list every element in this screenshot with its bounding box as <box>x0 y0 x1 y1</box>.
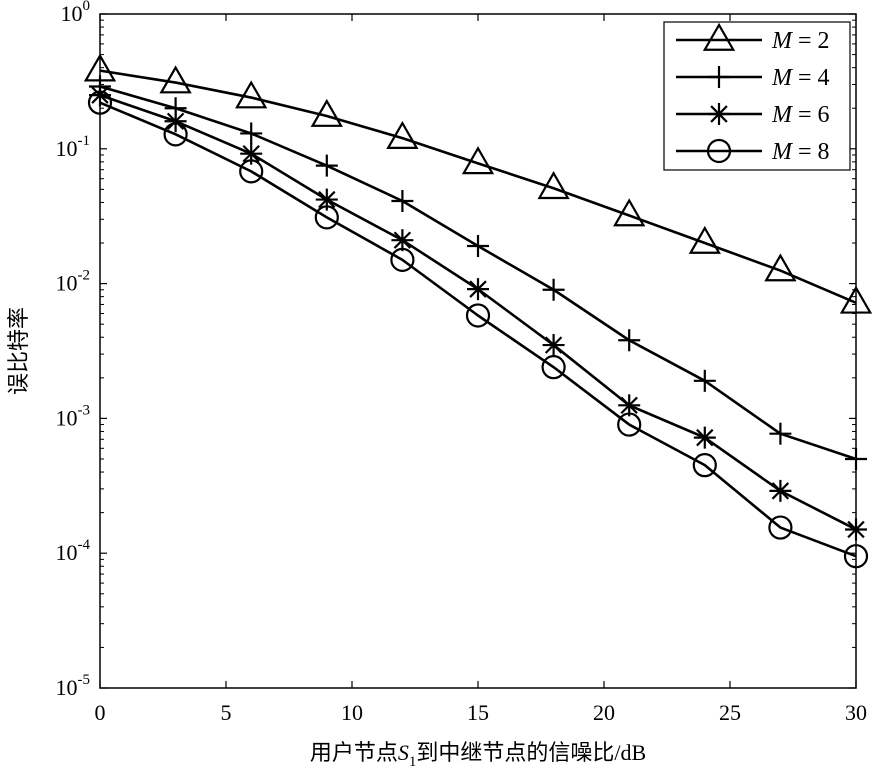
x-axis-label: 用户节点S1到中继节点的信噪比/dB <box>310 740 646 770</box>
y-tick-base: 10 <box>56 675 78 700</box>
series-asterisk <box>89 84 867 541</box>
data-point <box>688 225 721 254</box>
data-point <box>693 369 716 392</box>
data-point <box>465 303 491 328</box>
data-point <box>314 205 339 230</box>
data-point <box>769 479 792 502</box>
data-point <box>235 80 268 109</box>
y-tick-base: 10 <box>56 136 78 161</box>
y-tick-exp: -1 <box>78 133 91 149</box>
y-tick-label: 100 <box>61 0 91 26</box>
x-tick-label: 5 <box>221 700 232 725</box>
data-point <box>315 154 338 177</box>
data-point <box>87 90 113 115</box>
legend-item: M = 6 <box>676 102 830 128</box>
data-point <box>839 285 873 314</box>
y-tick-label: 10-4 <box>56 537 91 565</box>
series-circle <box>87 90 869 569</box>
series-line <box>99 69 857 305</box>
legend-label: M = 2 <box>771 28 830 54</box>
y-tick-exp: -2 <box>78 268 91 284</box>
data-point <box>239 159 264 184</box>
data-point <box>240 122 263 145</box>
x-tick-label: 30 <box>845 700 867 725</box>
data-point <box>845 518 867 541</box>
y-tick-exp: -3 <box>78 402 91 418</box>
data-point <box>692 453 717 478</box>
series-layer <box>83 53 873 569</box>
x-tick-label: 10 <box>341 700 363 725</box>
y-tick-label: 10-5 <box>56 672 91 700</box>
data-point <box>768 515 793 540</box>
series-triangle <box>83 53 873 314</box>
x-tick-label: 25 <box>719 700 741 725</box>
data-point <box>613 198 646 227</box>
legend: M = 2 M = 4 M = 6 M = 8 <box>663 21 851 171</box>
data-point <box>769 422 792 445</box>
y-tick-base: 10 <box>56 405 78 430</box>
y-tick-base: 10 <box>56 540 78 565</box>
legend-label: M = 6 <box>771 102 830 128</box>
legend-marker <box>708 66 730 88</box>
y-tick-exp: 0 <box>83 0 91 14</box>
legend-item: M = 4 <box>676 65 830 91</box>
series-line <box>99 101 857 558</box>
data-point <box>386 120 419 149</box>
data-point <box>542 334 565 357</box>
x-tick-label: 15 <box>467 700 489 725</box>
data-point <box>845 447 867 470</box>
data-point <box>467 278 489 301</box>
legend-marker <box>708 103 730 125</box>
data-point <box>164 110 187 133</box>
x-tick-label: 0 <box>95 700 106 725</box>
data-point <box>391 229 414 252</box>
legend-marker <box>706 138 732 164</box>
data-point <box>461 146 495 175</box>
data-point <box>618 394 641 417</box>
y-tick-label: 10-2 <box>56 268 91 296</box>
data-point <box>693 426 716 449</box>
x-tick-label: 20 <box>593 700 615 725</box>
y-tick-base: 10 <box>56 271 78 296</box>
data-point <box>163 122 188 147</box>
data-point <box>618 329 641 352</box>
y-tick-label: 10-3 <box>56 402 91 430</box>
data-point <box>537 171 570 200</box>
legend-item: M = 8 <box>676 138 830 165</box>
legend-item: M = 2 <box>676 22 830 54</box>
legend-label: M = 8 <box>771 139 830 165</box>
data-point <box>391 189 414 212</box>
y-tick-base: 10 <box>61 1 83 26</box>
y-tick-label: 10-1 <box>56 133 91 161</box>
data-point <box>542 278 565 301</box>
legend-box <box>663 21 851 171</box>
data-point <box>617 412 642 437</box>
y-axis-label: 误比特率 <box>6 307 31 395</box>
data-point <box>764 253 797 282</box>
y-tick-exp: -4 <box>78 537 91 553</box>
data-point <box>541 355 566 380</box>
data-point <box>843 544 869 569</box>
data-point <box>390 247 415 272</box>
data-point <box>310 98 343 127</box>
y-tick-exp: -5 <box>78 672 91 688</box>
data-point <box>467 235 489 258</box>
legend-label: M = 4 <box>771 65 830 91</box>
legend-marker <box>702 22 736 51</box>
data-point <box>159 65 192 94</box>
